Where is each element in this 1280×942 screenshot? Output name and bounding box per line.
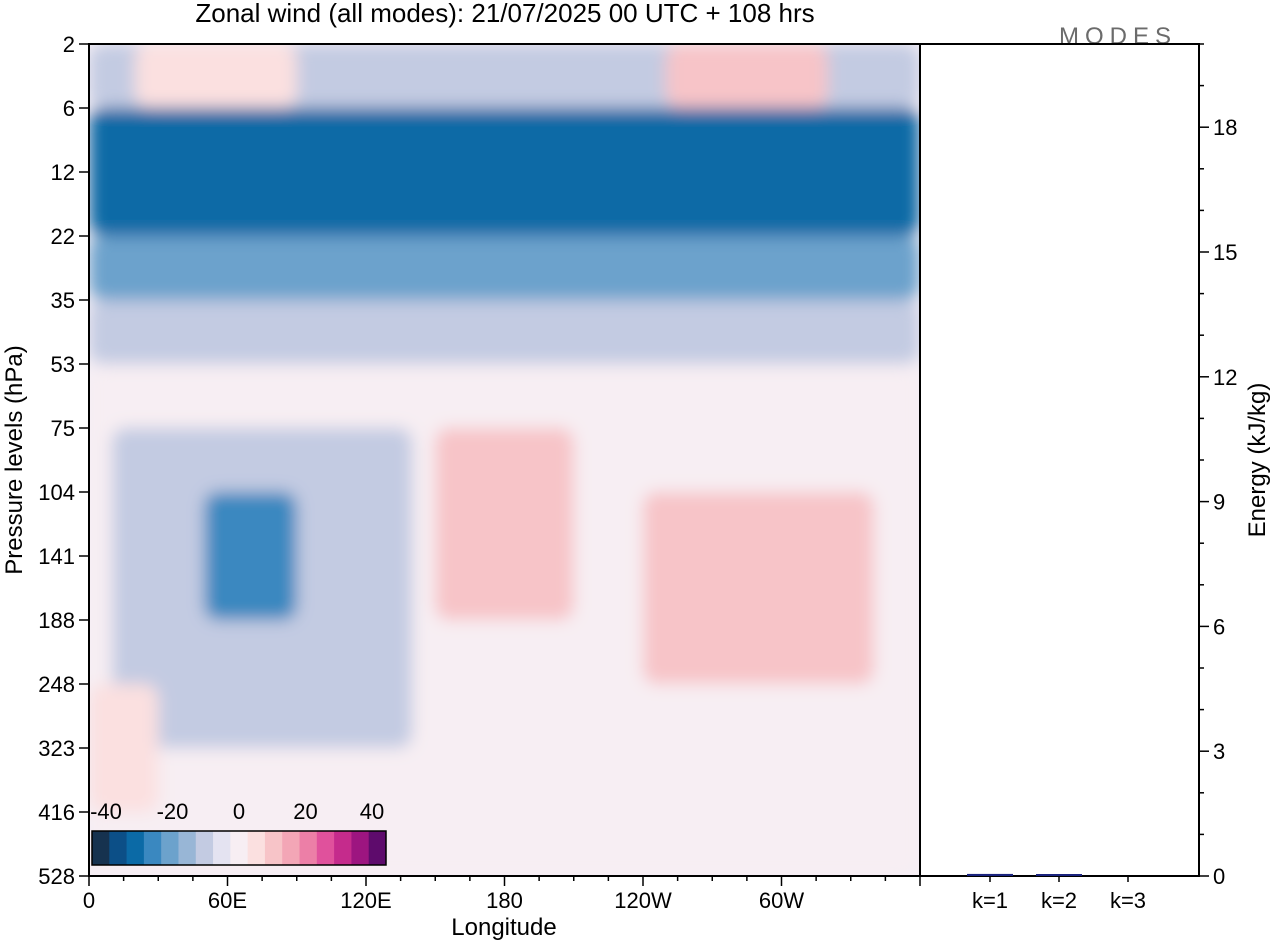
y-axis-label: Pressure levels (hPa)	[1, 345, 28, 574]
colorbar-swatch	[143, 831, 162, 865]
energy-frame	[919, 43, 1200, 877]
energy-tick-label: 9	[1213, 490, 1225, 515]
energy-tick-label: 0	[1213, 864, 1225, 889]
y-tick-label: 141	[38, 544, 75, 569]
y-tick-label: 104	[38, 480, 75, 505]
colorbar: -40 -20 0 20 40	[90, 799, 387, 866]
x-tick-label: 0	[83, 888, 95, 913]
colorbar-tick-label: -20	[157, 799, 189, 824]
category-label: k=1	[972, 888, 1008, 913]
energy-tick-label: 3	[1213, 739, 1225, 764]
y-tick-label: 75	[51, 416, 75, 441]
colorbar-swatch	[161, 831, 179, 865]
colorbar-tick-label: 40	[360, 799, 384, 824]
x-axis: 0 60E 120E 180 120W 60W	[83, 876, 921, 913]
energy-tick-label: 6	[1213, 614, 1225, 639]
y-tick-label: 12	[51, 160, 75, 185]
colorbar-frame	[91, 830, 387, 866]
colorbar-swatch	[316, 831, 335, 865]
colorbar-swatch	[126, 831, 145, 865]
field-patch	[89, 108, 920, 236]
y-tick-label: 35	[51, 288, 75, 313]
y-tick-label: 2	[63, 32, 75, 57]
colorbar-swatch	[264, 831, 283, 865]
wind-field-layer	[89, 44, 920, 876]
y-tick-label: 416	[38, 800, 75, 825]
field-patch	[89, 684, 159, 812]
figure-title: Zonal wind (all modes): 21/07/2025 00 UT…	[195, 0, 814, 28]
y-tick-label: 6	[63, 96, 75, 121]
y-axis: 2 6 12 22 35 53 75 104 141 188 248 323 416 528	[38, 32, 89, 889]
energy-axis-label: Energy (kJ/kg)	[1244, 383, 1271, 538]
colorbar-tick-label: -40	[90, 799, 122, 824]
colorbar-swatch	[109, 831, 128, 865]
colorbar-swatch	[368, 831, 387, 865]
y-tick-label: 53	[51, 352, 75, 377]
field-patches	[89, 44, 920, 876]
colorbar-swatch	[351, 831, 370, 865]
y-tick-label: 188	[38, 608, 75, 633]
colorbar-swatch	[92, 831, 110, 865]
energy-tick-label: 18	[1213, 115, 1237, 140]
y-tick-label: 248	[38, 672, 75, 697]
field-patch	[204, 492, 297, 620]
energy-tick-label: 15	[1213, 240, 1237, 265]
field-patch	[89, 300, 920, 364]
colorbar-swatch	[247, 831, 266, 865]
field-patch	[666, 44, 828, 108]
field-patch	[135, 44, 297, 108]
category-label: k=2	[1041, 888, 1077, 913]
colorbar-swatch	[213, 831, 231, 865]
field-patch	[643, 492, 874, 684]
colorbar-tick-label: 0	[233, 799, 245, 824]
y-tick-label: 323	[38, 736, 75, 761]
energy-bars	[967, 873, 1082, 876]
field-patch	[435, 428, 574, 620]
energy-axis: 0 3 6 9 12 15 18 k=1 k=2 k=3	[972, 43, 1237, 913]
category-label: k=3	[1110, 888, 1146, 913]
energy-panel: 0 3 6 9 12 15 18 k=1 k=2 k=3 Energy (kJ/kg)	[919, 43, 1271, 913]
colorbar-swatch	[230, 831, 249, 865]
colorbar-swatch	[178, 831, 197, 865]
colorbar-swatch	[195, 831, 214, 865]
y-tick-label: 528	[38, 864, 75, 889]
colorbar-tick-label: 20	[293, 799, 317, 824]
x-tick-label: 60E	[208, 888, 247, 913]
colorbar-swatch	[282, 831, 301, 865]
colorbar-swatch	[334, 831, 352, 865]
x-tick-label: 120E	[340, 888, 391, 913]
x-tick-label: 180	[486, 888, 523, 913]
colorbar-swatch	[299, 831, 318, 865]
energy-tick-label: 12	[1213, 365, 1237, 390]
field-patch	[89, 236, 920, 300]
x-tick-label: 60W	[759, 888, 804, 913]
x-tick-label: 120W	[614, 888, 672, 913]
heatmap-panel: 0 60E 120E 180 120W 60W 2 6 12 22 35 53 75 104 141 188…	[1, 32, 921, 941]
y-tick-label: 22	[51, 224, 75, 249]
energy-bar	[967, 873, 1013, 876]
energy-bar	[1036, 874, 1082, 876]
x-axis-label: Longitude	[451, 914, 556, 941]
